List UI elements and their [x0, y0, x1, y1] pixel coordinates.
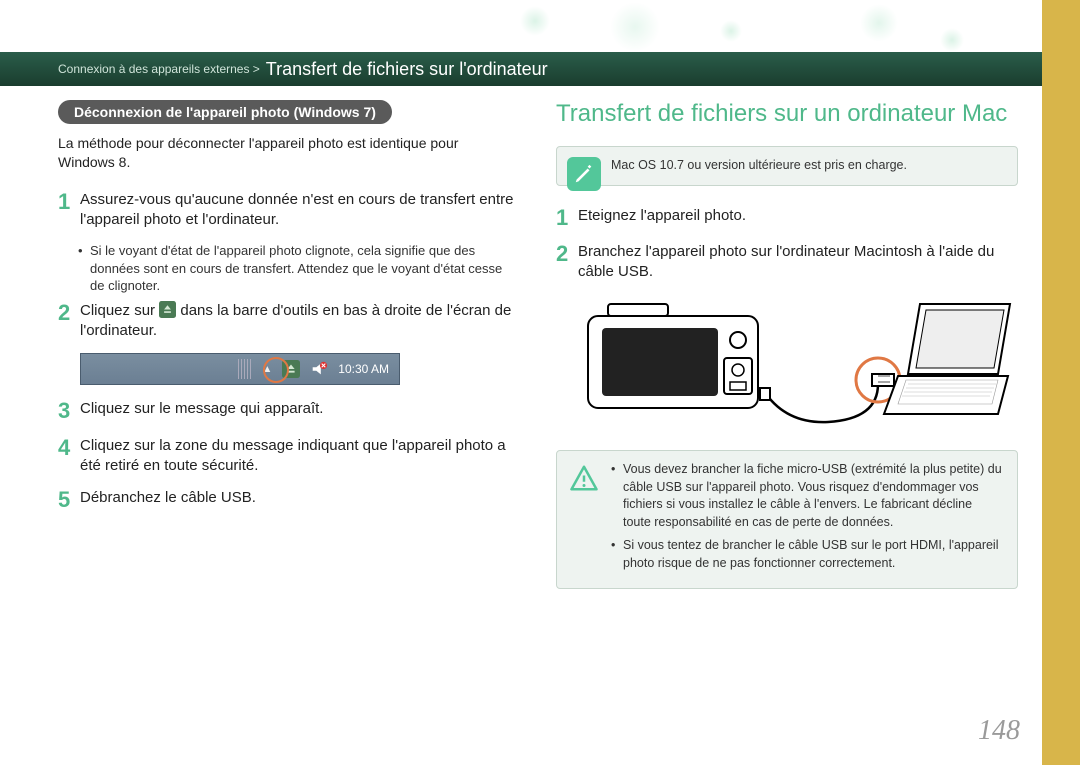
steps-list-left: 1 Assurez-vous qu'aucune donnée n'est en… [58, 190, 516, 231]
warning-box: Vous devez brancher la fiche micro-USB (… [556, 450, 1018, 589]
steps-list-left: 3 Cliquez sur le message qui apparaît. 4… [58, 399, 516, 512]
eject-usb-icon [159, 301, 176, 318]
side-accent-bar [1042, 0, 1080, 765]
step-text: Eteignez l'appareil photo. [578, 206, 746, 226]
step-text: Cliquez sur le message qui apparaît. [80, 399, 323, 419]
warning-item: Vous devez brancher la fiche micro-USB (… [611, 461, 1003, 531]
decor-bokeh [720, 20, 742, 42]
taskbar-grip-icon [238, 359, 252, 379]
camera-to-laptop-diagram [578, 294, 1018, 434]
step-text: Cliquez sur dans la barre d'outils en ba… [80, 301, 516, 342]
step-text: Assurez-vous qu'aucune donnée n'est en c… [80, 190, 516, 231]
step-number: 5 [58, 488, 80, 512]
taskbar-clock: 10:30 AM [338, 362, 389, 376]
steps-list-right: 1 Eteignez l'appareil photo. 2 Branchez … [556, 206, 1018, 283]
decor-bokeh [940, 28, 964, 52]
page-number: 148 [978, 715, 1020, 747]
section-heading: Transfert de fichiers sur un ordinateur … [556, 100, 1018, 128]
step-text: Débranchez le câble USB. [80, 488, 256, 508]
step-number: 2 [58, 301, 80, 325]
warning-item: Si vous tentez de brancher le câble USB … [611, 537, 1003, 572]
highlight-circle [263, 357, 289, 383]
decor-bokeh [520, 6, 550, 36]
decor-bokeh [610, 2, 660, 52]
note-text: Mac OS 10.7 ou version ultérieure est pr… [611, 158, 907, 172]
step-sub-bullet: Si le voyant d'état de l'appareil photo … [90, 242, 516, 295]
step-text: Branchez l'appareil photo sur l'ordinate… [578, 242, 1018, 283]
step-text: Cliquez sur la zone du message indiquant… [80, 436, 516, 477]
step-number: 1 [58, 190, 80, 214]
step-item: 1 Eteignez l'appareil photo. [556, 206, 1018, 230]
left-column: Déconnexion de l'appareil photo (Windows… [58, 100, 516, 609]
volume-muted-icon [310, 360, 328, 378]
step-item: 2 Cliquez sur dans la barre d'outils en … [58, 301, 516, 342]
step-item: 2 Branchez l'appareil photo sur l'ordina… [556, 242, 1018, 283]
step-number: 4 [58, 436, 80, 460]
steps-list-left: 2 Cliquez sur dans la barre d'outils en … [58, 301, 516, 342]
step-item: 4 Cliquez sur la zone du message indiqua… [58, 436, 516, 477]
step-item: 3 Cliquez sur le message qui apparaît. [58, 399, 516, 423]
decor-bokeh [860, 4, 898, 42]
page-content: Déconnexion de l'appareil photo (Windows… [58, 100, 1018, 609]
step-item: 5 Débranchez le câble USB. [58, 488, 516, 512]
right-column: Transfert de fichiers sur un ordinateur … [556, 100, 1018, 609]
page-title: Transfert de fichiers sur l'ordinateur [266, 59, 548, 80]
warning-triangle-icon [567, 461, 601, 495]
intro-text: La méthode pour déconnecter l'appareil p… [58, 134, 516, 172]
step-text-part: Cliquez sur [80, 302, 159, 319]
page-header: Connexion à des appareils externes > Tra… [0, 52, 1042, 86]
step-item: 1 Assurez-vous qu'aucune donnée n'est en… [58, 190, 516, 231]
breadcrumb: Connexion à des appareils externes > [58, 62, 260, 76]
section-pill: Déconnexion de l'appareil photo (Windows… [58, 100, 392, 124]
pen-note-icon [567, 157, 601, 191]
info-note-box: Mac OS 10.7 ou version ultérieure est pr… [556, 146, 1018, 186]
step-number: 2 [556, 242, 578, 266]
step-number: 3 [58, 399, 80, 423]
step-number: 1 [556, 206, 578, 230]
windows-taskbar-illustration: ▲ 10:30 AM [80, 353, 400, 385]
